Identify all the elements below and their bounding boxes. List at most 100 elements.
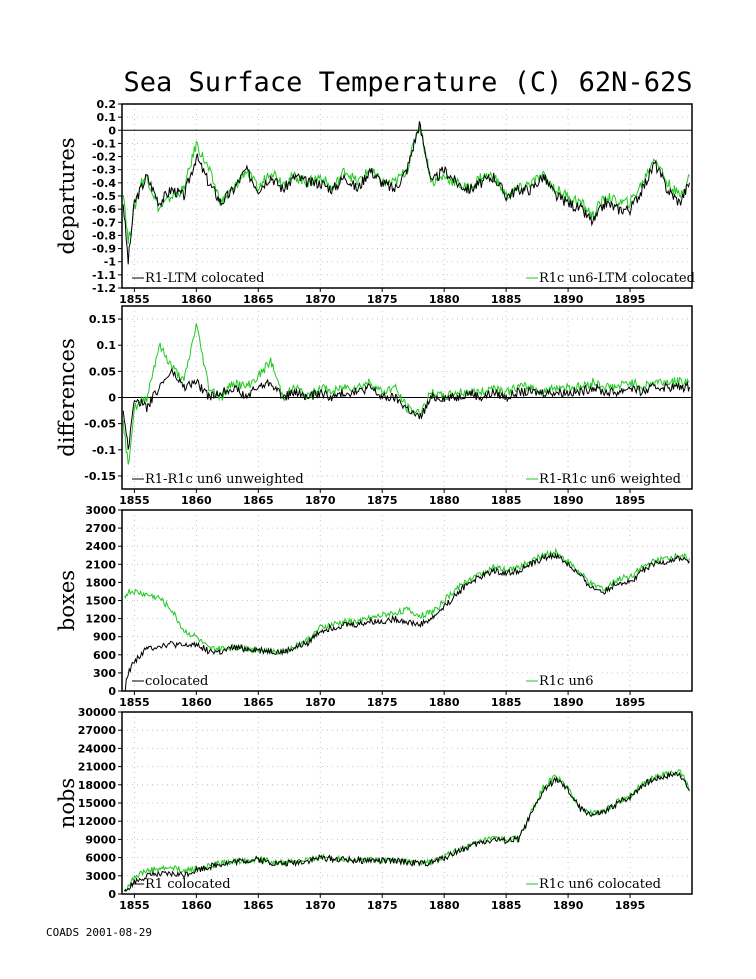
differences-ytick-1: 0.1 [97,339,117,352]
differences-xtick-6: 1885 [491,494,522,507]
departures-ytick-5: -0.3 [92,164,116,177]
boxes-xtick-5: 1880 [429,696,460,709]
departures-series-r1c [122,121,690,244]
nobs-ytick-9: 3000 [85,870,116,883]
differences-ytick-6: -0.15 [84,470,116,483]
departures-ytick-12: -1 [104,256,116,269]
boxes-xtick-6: 1885 [491,696,522,709]
boxes-xtick-8: 1895 [615,696,646,709]
boxes-xtick-2: 1865 [243,696,274,709]
nobs-xtick-3: 1870 [305,899,336,912]
boxes-ytick-3: 2100 [85,558,116,571]
differences-xtick-3: 1870 [305,494,336,507]
differences-xtick-8: 1895 [615,494,646,507]
boxes-xtick-7: 1890 [553,696,584,709]
boxes-xtick-0: 1855 [119,696,150,709]
departures-ytick-0: 0.2 [97,98,117,111]
departures-ylabel: departures [55,137,79,254]
nobs-xtick-7: 1890 [553,899,584,912]
boxes-ytick-7: 900 [93,631,116,644]
boxes-frame [121,509,693,692]
differences-xtick-5: 1880 [429,494,460,507]
boxes-series-r1c [124,547,690,656]
nobs-legend-right: R1c un6 colocated [539,877,661,892]
departures-ytick-4: -0.2 [92,151,116,164]
nobs-ytick-2: 24000 [78,742,117,755]
boxes-ytick-10: 0 [108,685,116,698]
differences-ytick-5: -0.1 [92,444,116,457]
nobs-legend-left: R1 colocated [145,877,231,892]
panel-boxes: 3000270024002100180015001200900600300018… [55,504,693,709]
departures-ytick-3: -0.1 [92,137,116,150]
departures-xtick-0: 1855 [119,293,150,306]
departures-xtick-5: 1880 [429,293,460,306]
nobs-frame [121,711,693,895]
nobs-ytick-1: 27000 [78,724,117,737]
nobs-ytick-7: 9000 [85,833,116,846]
boxes-ytick-6: 1200 [85,613,116,626]
nobs-xtick-8: 1895 [615,899,646,912]
nobs-ytick-5: 15000 [78,797,117,810]
departures-xtick-8: 1895 [615,293,646,306]
departures-ytick-7: -0.5 [92,190,116,203]
departures-xtick-3: 1870 [305,293,336,306]
nobs-xtick-5: 1880 [429,899,460,912]
departures-ytick-6: -0.4 [92,177,116,190]
chart-panels: 0.20.10-0.1-0.2-0.3-0.4-0.5-0.6-0.7-0.8-… [55,98,695,912]
departures-ytick-2: 0 [108,124,116,137]
boxes-xtick-3: 1870 [305,696,336,709]
departures-ytick-1: 0.1 [97,111,117,124]
nobs-xtick-1: 1860 [181,899,212,912]
boxes-ylabel: boxes [55,570,79,631]
differences-xtick-4: 1875 [367,494,398,507]
departures-legend-left: R1-LTM colocated [145,271,265,286]
differences-frame [121,305,693,490]
departures-legend-right: R1c un6-LTM colocated [539,271,695,286]
departures-ytick-13: -1.1 [92,269,116,282]
nobs-xtick-6: 1885 [491,899,522,912]
nobs-ytick-3: 21000 [78,761,117,774]
differences-xtick-7: 1890 [553,494,584,507]
departures-xtick-4: 1875 [367,293,398,306]
boxes-xtick-4: 1875 [367,696,398,709]
nobs-ytick-8: 6000 [85,852,116,865]
boxes-series-r1 [124,551,690,691]
nobs-xtick-0: 1855 [119,899,150,912]
nobs-ytick-6: 12000 [78,815,117,828]
nobs-xtick-2: 1865 [243,899,274,912]
panel-nobs: 3000027000240002100018000150001200090006… [55,706,693,912]
boxes-legend-left: colocated [145,674,208,689]
departures-xtick-1: 1860 [181,293,212,306]
differences-ytick-2: 0.05 [89,365,116,378]
boxes-ytick-1: 2700 [85,522,116,535]
differences-legend-right: R1-R1c un6 weighted [539,472,681,487]
nobs-xtick-4: 1875 [367,899,398,912]
departures-ytick-14: -1.2 [92,282,116,295]
departures-ytick-9: -0.7 [92,216,116,229]
nobs-ytick-0: 30000 [78,706,117,719]
boxes-ytick-4: 1800 [85,576,116,589]
differences-legend-left: R1-R1c un6 unweighted [145,472,304,487]
nobs-ylabel: nobs [55,778,79,828]
panel-departures: 0.20.10-0.1-0.2-0.3-0.4-0.5-0.6-0.7-0.8-… [55,98,695,306]
boxes-ytick-0: 3000 [85,504,116,517]
differences-ytick-0: 0.15 [89,313,116,326]
differences-ytick-3: 0 [108,392,116,405]
nobs-ytick-10: 0 [108,888,116,901]
differences-ylabel: differences [55,338,79,456]
departures-xtick-2: 1865 [243,293,274,306]
boxes-legend-right: R1c un6 [539,674,594,689]
differences-ytick-4: -0.05 [84,418,116,431]
differences-xtick-1: 1860 [181,494,212,507]
footer-credit: COADS 2001-08-29 [46,926,152,939]
boxes-ytick-5: 1500 [85,595,116,608]
departures-xtick-7: 1890 [553,293,584,306]
nobs-series-r1 [124,771,690,892]
departures-ytick-10: -0.8 [92,229,116,242]
chart-title: Sea Surface Temperature (C) 62N-62S [124,67,693,98]
boxes-ytick-9: 300 [93,667,116,680]
departures-ytick-11: -0.9 [92,243,116,256]
nobs-series-r1c [124,768,690,893]
